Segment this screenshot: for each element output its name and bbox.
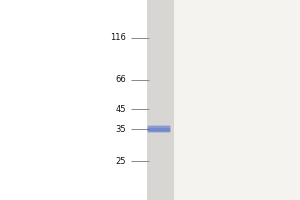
Bar [147, 0, 174, 200]
Text: 45: 45 [116, 104, 126, 114]
Text: 116: 116 [110, 33, 126, 43]
Text: 35: 35 [116, 124, 126, 134]
FancyBboxPatch shape [148, 128, 170, 132]
Text: 25: 25 [116, 156, 126, 166]
Bar [174, 0, 300, 200]
FancyBboxPatch shape [148, 126, 170, 132]
Text: 66: 66 [115, 75, 126, 84]
